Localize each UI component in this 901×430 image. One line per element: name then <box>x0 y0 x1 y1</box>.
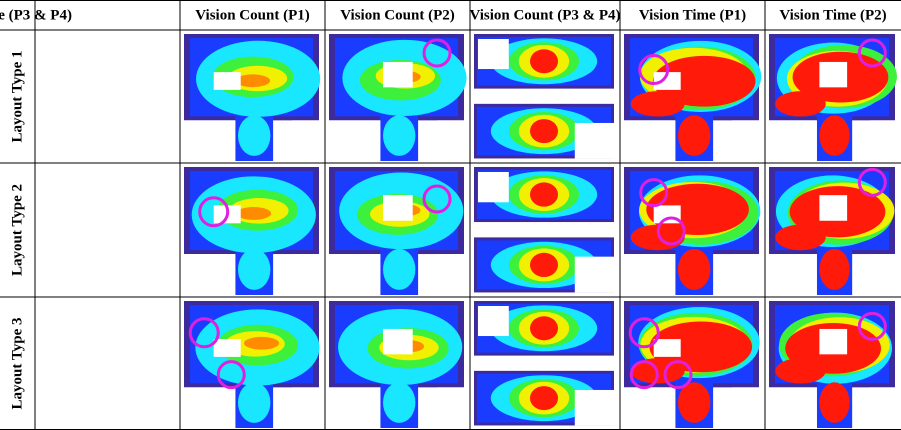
column-header: Vision Time (P2) <box>779 7 886 23</box>
cut <box>624 387 675 428</box>
heat-zone <box>678 249 710 290</box>
cut <box>870 254 895 295</box>
heatmap <box>474 167 614 292</box>
heat-zone <box>238 249 270 290</box>
heat-zone <box>530 182 558 206</box>
room <box>478 306 509 336</box>
heatmap <box>474 34 614 158</box>
room <box>383 329 413 354</box>
cut <box>575 123 614 158</box>
cut <box>769 254 817 295</box>
heatmap <box>474 301 614 425</box>
cut <box>870 120 895 161</box>
cut <box>292 120 319 161</box>
cut <box>575 390 614 425</box>
heat-zone <box>678 115 710 156</box>
cut <box>575 257 614 293</box>
cut <box>769 387 817 428</box>
cut <box>732 254 759 295</box>
heat-zone <box>819 249 849 290</box>
heat-zone <box>530 253 558 277</box>
cut <box>437 254 464 295</box>
heat-zone <box>530 316 558 340</box>
heat-zone <box>383 382 415 423</box>
column-header: Vision Count (P2) <box>340 7 454 23</box>
room <box>383 195 413 221</box>
heatmap <box>624 34 761 161</box>
room <box>819 329 847 354</box>
heatmap <box>184 301 320 428</box>
heat-zone <box>775 358 825 383</box>
results-table: Vision Count (P1) Vision Count (P2) Vision… <box>0 0 901 430</box>
room <box>478 172 509 202</box>
heatmap <box>769 301 895 428</box>
room <box>383 62 413 87</box>
cut <box>329 120 380 161</box>
heat-zone <box>238 382 270 423</box>
cut <box>292 254 319 295</box>
cut <box>769 120 817 161</box>
room <box>214 72 241 90</box>
heat-zone <box>819 115 849 156</box>
heat-zone <box>530 386 558 410</box>
row-header: Layout Type 2 <box>9 184 25 276</box>
heat-zone <box>244 337 279 350</box>
room <box>819 62 847 87</box>
cut <box>184 120 235 161</box>
column-header: Vision Time (P3 & P4) <box>0 7 72 23</box>
heat-zone <box>775 225 825 251</box>
heat-zone <box>383 249 415 290</box>
heatmap <box>769 34 897 161</box>
heatmap <box>769 167 895 295</box>
heatmap <box>329 34 467 161</box>
heat-zone <box>631 91 685 116</box>
cut <box>870 387 895 428</box>
column-header: Vision Count (P1) <box>195 7 309 23</box>
heatmap <box>624 167 760 295</box>
heatmap <box>329 167 464 295</box>
cut <box>624 120 675 161</box>
cut <box>624 254 675 295</box>
room <box>654 339 681 357</box>
heat-zone <box>530 49 558 73</box>
heat-zone <box>383 115 415 156</box>
cut <box>329 254 380 295</box>
heat-zone <box>775 91 825 116</box>
column-header: Vision Time (P1) <box>639 7 746 23</box>
heat-zone <box>238 115 270 156</box>
row-header: Layout Type 1 <box>9 51 25 143</box>
cut <box>732 120 759 161</box>
cut <box>437 387 464 428</box>
heatmap <box>329 301 464 428</box>
heat-zone <box>819 382 849 423</box>
column-header: Vision Count (P3 & P4) <box>469 7 620 23</box>
heatmap <box>624 301 760 428</box>
heat-zone <box>236 207 271 220</box>
heat-zone <box>678 382 710 423</box>
room <box>819 195 847 221</box>
row-header: Layout Type 3 <box>9 318 25 410</box>
cut <box>329 387 380 428</box>
heatmap <box>184 34 320 161</box>
cut <box>184 254 235 295</box>
heatmap <box>184 167 319 295</box>
cut <box>732 387 759 428</box>
cut <box>184 387 235 428</box>
room <box>214 339 241 357</box>
cut <box>292 387 319 428</box>
heat-zone <box>530 119 558 143</box>
room <box>478 39 509 69</box>
cut <box>437 120 464 161</box>
